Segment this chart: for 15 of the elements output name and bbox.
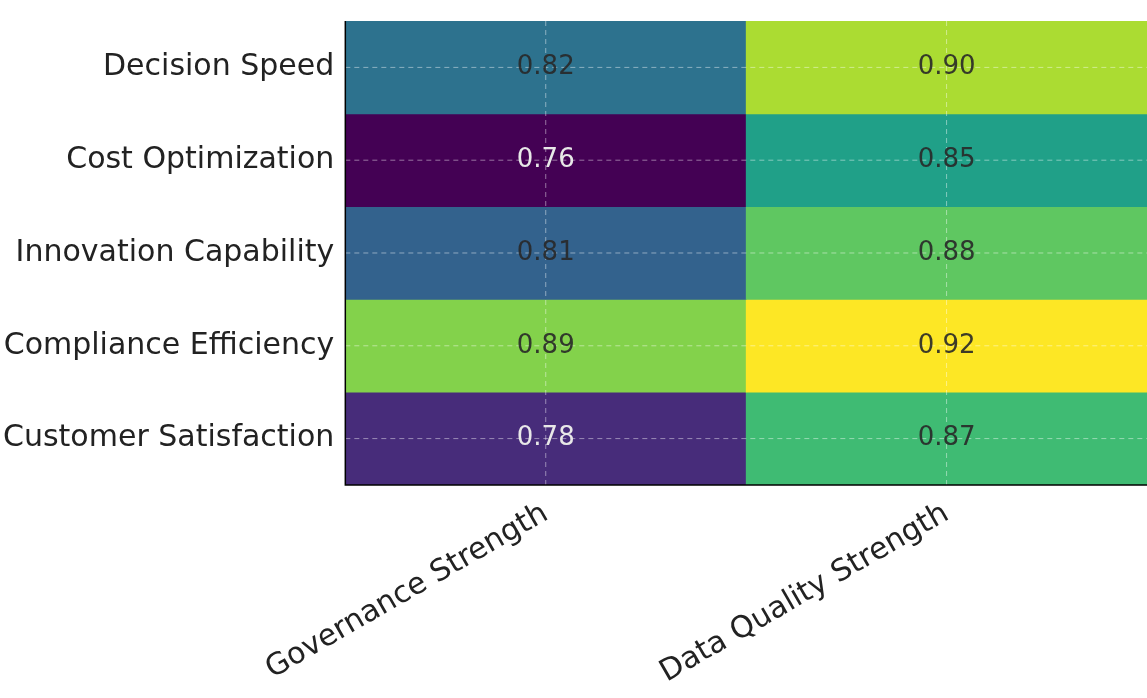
y-tick-label: Cost Optimization (66, 139, 335, 175)
data-label: 0.78 (516, 421, 575, 452)
y-tick-label: Customer Satisfaction (2, 418, 335, 454)
data-label: 0.89 (516, 328, 575, 359)
y-tick-label: Compliance Efficiency (3, 325, 335, 361)
data-label: 0.88 (917, 235, 976, 266)
data-label: 0.87 (917, 421, 976, 452)
data-label: 0.92 (917, 328, 976, 359)
data-label: 0.85 (917, 142, 976, 173)
y-tick-label: Decision Speed (103, 47, 335, 83)
y-tick-label: Innovation Capability (15, 232, 335, 268)
data-label: 0.81 (516, 235, 575, 266)
data-label: 0.82 (516, 50, 575, 81)
data-label: 0.76 (516, 142, 575, 173)
data-label: 0.90 (917, 50, 976, 81)
